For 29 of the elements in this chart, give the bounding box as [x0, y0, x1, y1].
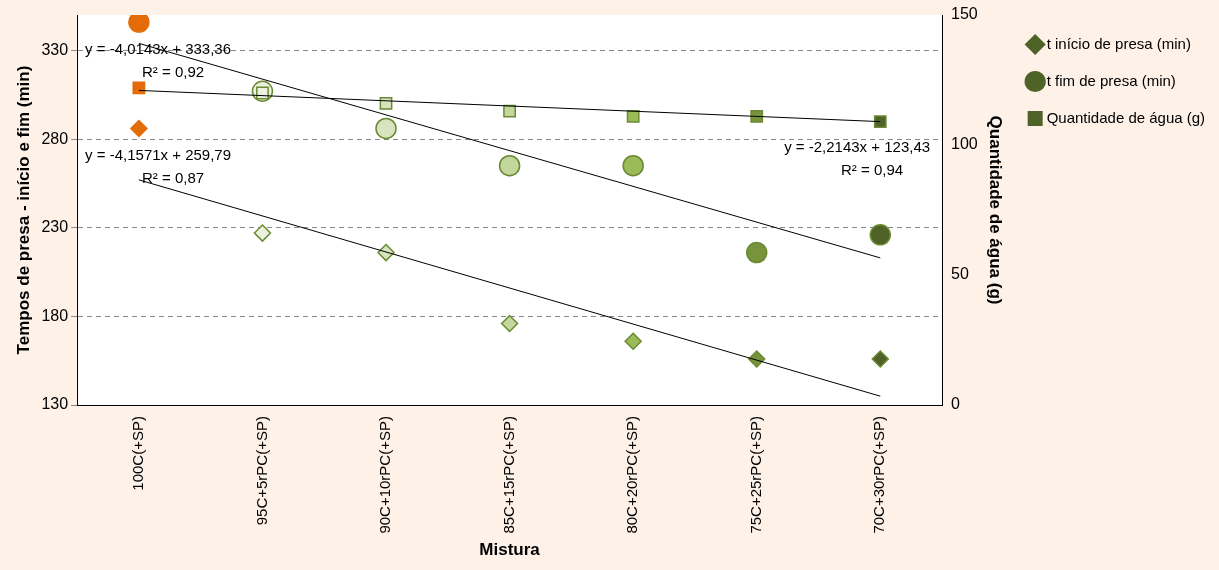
annotation: y = -4,1571x + 259,79 R² = 0,87 [85, 145, 232, 186]
y2-axis-title: Quantidade de água (g) [986, 115, 1006, 305]
y-tick-label: 230 [41, 218, 69, 236]
y-tick-label: 280 [41, 129, 69, 147]
y-tick-label: 330 [41, 40, 69, 58]
y2-tick-label: 100 [951, 135, 978, 153]
x-tick-label: 75C+25rPC(+SP) [746, 416, 764, 534]
x-tick-label: 85C+15rPC(+SP) [499, 416, 517, 534]
x-tick-label: 95C+5rPC(+SP) [252, 416, 270, 526]
legend-label: t início de presa (min) [1046, 34, 1191, 52]
y-axis-title: Tempos de presa - início e fim (min) [13, 65, 33, 355]
annotation: y = -4,0143x + 333,36 R² = 0,92 [85, 40, 232, 81]
point [132, 81, 146, 95]
point [750, 110, 764, 123]
y2-tick-label: 0 [951, 395, 961, 413]
y-tick-label: 180 [41, 306, 69, 324]
y-tick-label: 130 [41, 395, 69, 413]
x-axis-title: Mistura [479, 540, 541, 560]
x-tick-label: 80C+20rPC(+SP) [623, 416, 641, 534]
point [873, 115, 887, 129]
annotation: y = -2,2143x + 123,43 R² = 0,94 [784, 137, 931, 178]
legend-label: Quantidade de água (g) [1046, 108, 1206, 126]
point [626, 110, 640, 123]
y2-tick-label: 50 [951, 265, 969, 283]
legend-label: t fim de presa (min) [1046, 71, 1176, 89]
x-tick-label: 70C+30rPC(+SP) [870, 416, 888, 534]
x-tick-label: 90C+10rPC(+SP) [376, 416, 394, 534]
y2-tick-label: 150 [951, 5, 978, 23]
x-tick-label: 100C(+SP) [129, 416, 147, 491]
